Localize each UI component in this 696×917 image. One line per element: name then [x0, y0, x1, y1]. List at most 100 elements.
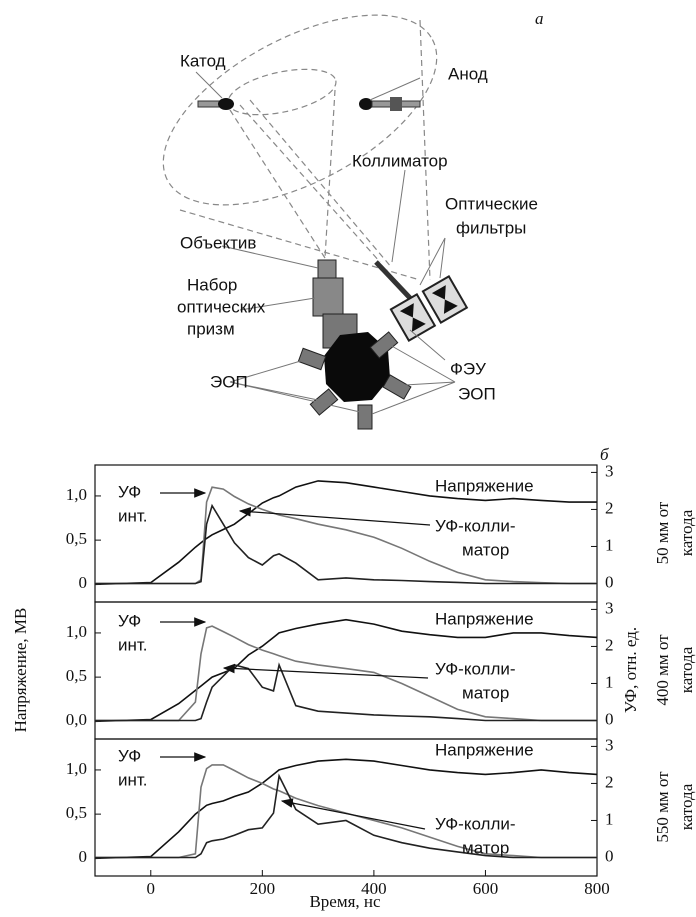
- annotation-arrow: [222, 663, 429, 679]
- y-tick-label: 0,5: [66, 803, 87, 822]
- pmt: [421, 275, 469, 324]
- prism-column: [312, 277, 344, 317]
- panel-label: а: [535, 9, 544, 28]
- label: призм: [187, 319, 235, 338]
- annotation-arrow: [280, 798, 426, 830]
- x-axis-label: Время, нс: [309, 892, 381, 911]
- source-ellipse: [227, 68, 337, 116]
- y2-tick-label: 0: [605, 572, 614, 591]
- x-tick-label: 400: [361, 879, 387, 898]
- converter: [357, 404, 373, 430]
- series-line: [95, 764, 597, 859]
- series-line: [94, 480, 597, 586]
- x-tick-label: 600: [473, 879, 499, 898]
- y2-tick-label: 1: [605, 809, 614, 828]
- panel-side-label: 550 мм от: [653, 771, 672, 843]
- x-tick-label: 200: [250, 879, 276, 898]
- label: ЭОП: [458, 384, 496, 403]
- plot-frame: [94, 738, 598, 877]
- annotation: УФ: [118, 746, 141, 765]
- converter: [297, 347, 327, 371]
- y2-tick-label: 3: [605, 598, 614, 617]
- ray: [419, 19, 431, 281]
- annotation: матор: [462, 683, 509, 702]
- series-line: [95, 625, 597, 722]
- y2-tick-label: 3: [605, 735, 614, 754]
- y2-tick-label: 2: [605, 772, 614, 791]
- y-axis-label: Напряжение, МВ: [11, 608, 30, 733]
- y-tick-label: 1,0: [66, 622, 87, 641]
- panel-label: б: [600, 445, 609, 464]
- cathode: [218, 98, 234, 110]
- label: Оптические: [445, 194, 538, 213]
- annotation: УФ-колли-: [435, 814, 516, 833]
- panel-side-label: катода: [677, 646, 696, 693]
- panel-side-label: 400 мм от: [653, 634, 672, 706]
- label: Анод: [448, 64, 488, 83]
- y2-tick-label: 0: [605, 846, 614, 865]
- y-tick-label: 0,5: [66, 529, 87, 548]
- y2-tick-label: 2: [605, 635, 614, 654]
- label: фильтры: [456, 218, 526, 237]
- panel-side-label: катода: [677, 509, 696, 556]
- series-line: [94, 758, 598, 860]
- label: Набор: [187, 275, 237, 294]
- y2-tick-label: 3: [605, 461, 614, 480]
- ray: [179, 209, 421, 281]
- x-tick-label: 800: [584, 879, 610, 898]
- annotation: УФ-колли-: [435, 516, 516, 535]
- series-line: [95, 503, 597, 585]
- ray: [324, 89, 336, 259]
- annotation: Напряжение: [435, 740, 534, 759]
- y-tick-label: 1,0: [66, 759, 87, 778]
- series-line: [94, 618, 598, 723]
- annotation: инт.: [118, 635, 148, 654]
- annotation: Напряжение: [435, 476, 534, 495]
- annotation: инт.: [118, 770, 148, 789]
- converter: [369, 331, 399, 359]
- annotation: УФ: [118, 611, 141, 630]
- annotation: инт.: [118, 506, 148, 525]
- label: ФЭУ: [450, 359, 486, 378]
- diagram: а Катод Анод Коллиматор Оптические фильт…: [162, 9, 544, 430]
- y2-axis-label: УФ, отн. ед.: [621, 627, 640, 713]
- annotation: матор: [462, 838, 509, 857]
- annotation: Напряжение: [435, 609, 534, 628]
- pmt: [389, 293, 437, 342]
- converter: [382, 374, 412, 400]
- y-tick-label: 0,0: [66, 710, 87, 729]
- objective: [317, 259, 337, 279]
- annotation: УФ: [118, 482, 141, 501]
- y2-tick-label: 0: [605, 709, 614, 728]
- label: Коллиматор: [352, 151, 448, 170]
- y2-tick-label: 1: [605, 672, 614, 691]
- y2-tick-label: 1: [605, 535, 614, 554]
- label: Катод: [180, 51, 226, 70]
- anode-tip: [359, 98, 373, 110]
- label: оптических: [177, 297, 266, 316]
- anode-block: [390, 97, 402, 111]
- field-ellipse: [162, 14, 438, 206]
- annotation: УФ-колли-: [435, 659, 516, 678]
- collimator-tube: [374, 260, 412, 300]
- y-tick-label: 0,5: [66, 666, 87, 685]
- y-tick-label: 0: [79, 573, 88, 592]
- panel-side-label: катода: [677, 783, 696, 830]
- y2-tick-label: 2: [605, 498, 614, 517]
- ray: [239, 104, 381, 263]
- annotation-arrow: [238, 507, 431, 526]
- cathode-rod: [197, 100, 221, 108]
- label: ЭОП: [210, 372, 248, 391]
- annotation: матор: [462, 540, 509, 559]
- y-tick-label: 1,0: [66, 485, 87, 504]
- leader-lines: [195, 71, 456, 415]
- x-tick-label: 0: [147, 879, 156, 898]
- ray: [249, 99, 393, 269]
- y-tick-label: 0: [79, 847, 88, 866]
- series-line: [95, 773, 597, 859]
- series-line: [95, 662, 597, 722]
- label: Объектив: [180, 233, 256, 252]
- panel-side-label: 50 мм от: [653, 501, 672, 564]
- converter: [309, 388, 339, 416]
